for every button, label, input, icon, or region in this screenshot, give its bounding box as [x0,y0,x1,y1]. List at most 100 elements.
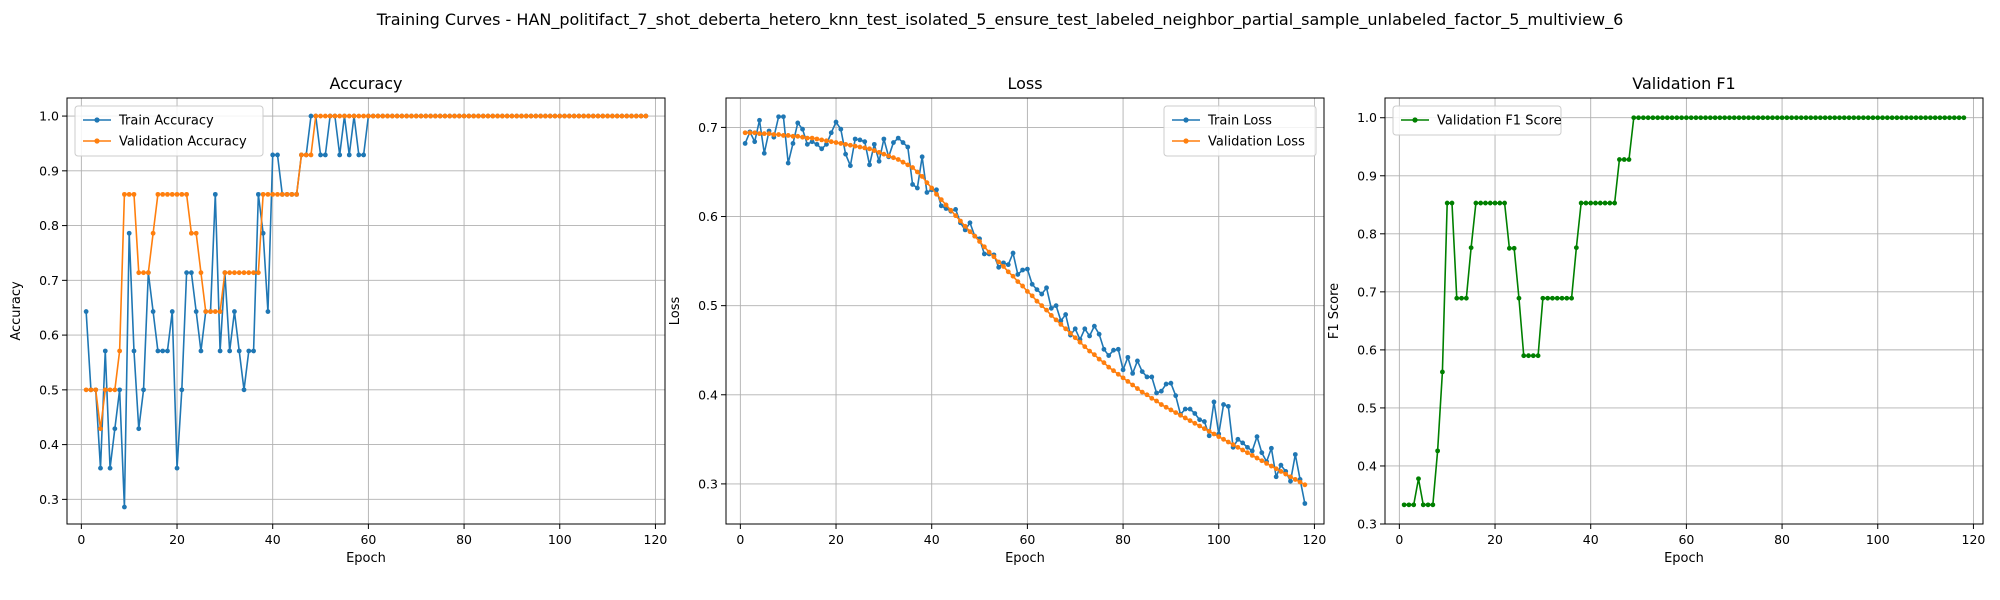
data-point [919,174,925,179]
data-point [236,348,242,354]
data-point [1024,266,1030,272]
data-point [313,113,319,119]
data-point [571,113,577,119]
legend-label: Validation Accuracy [119,135,247,150]
data-point [1707,115,1713,121]
data-point [1158,402,1164,407]
legend-box [1163,105,1317,157]
data-point [404,113,410,119]
data-point [1106,364,1112,370]
data-point [1135,386,1140,391]
data-point [504,113,510,119]
data-point [83,387,89,393]
data-point [1593,200,1598,206]
data-point [337,113,343,119]
data-point [824,138,829,144]
data-point [246,270,252,276]
data-point [1655,115,1661,121]
data-point [1063,312,1069,317]
data-point [117,387,123,393]
data-point [1808,115,1814,121]
y-tick-label: 0.4 [698,387,718,402]
data-point [819,146,825,152]
data-point [1178,412,1183,418]
data-point [193,230,199,236]
y-tick-label: 0.6 [1357,342,1377,357]
data-point [198,270,204,276]
data-point [1182,406,1188,412]
x-tick-label: 20 [828,532,844,547]
data-point [1961,115,1967,121]
data-point [790,133,796,139]
data-point [838,126,844,132]
data-point [1029,281,1035,287]
data-point [1144,374,1150,380]
y-tick-label: 0.9 [1357,168,1377,183]
data-point [742,130,748,136]
data-point [1292,477,1298,482]
data-point [509,113,515,119]
data-point [1923,115,1928,121]
data-point [1621,157,1627,162]
data-point [1273,474,1279,480]
data-point [1660,115,1665,121]
data-point [232,270,237,276]
legend-item: Validation Accuracy [83,135,247,150]
data-point [217,348,223,354]
data-point [1182,415,1188,421]
data-point [1235,436,1241,442]
data-point [1288,478,1293,484]
x-tick-label: 0 [77,532,85,547]
data-point [614,113,620,119]
data-point [886,153,892,159]
data-point [1015,279,1021,284]
x-tick-label: 0 [736,532,744,547]
x-tick-label: 60 [1678,532,1694,547]
data-point [141,270,146,276]
data-point [1245,450,1250,456]
data-point [145,270,151,276]
data-point [1144,392,1150,398]
data-point [1511,245,1517,251]
data-point [122,191,127,197]
data-point [1115,346,1121,352]
data-point [270,191,276,197]
subplot-1: 0 20 40 60 80 100 120 0.3 0.4 0.5 0.6 0.7 Loss Epoch L… [668,74,1326,566]
data-point [914,185,920,191]
data-point [423,113,429,119]
data-point [1058,321,1064,327]
data-point [1645,115,1651,121]
data-point [418,113,424,119]
data-point [1091,323,1097,329]
data-point [981,251,987,257]
data-point [241,270,247,276]
data-point [1278,462,1284,468]
y-tick-label: 1.0 [1357,110,1377,125]
data-point [413,113,419,119]
data-point [771,132,777,137]
y-tick-label: 0.5 [1357,400,1377,415]
legend-item: Validation F1 Score [1401,114,1562,129]
data-point [766,131,772,137]
data-point [833,119,839,125]
data-point [1278,469,1284,474]
data-point [809,135,815,141]
data-point [1617,157,1622,162]
data-point [828,130,834,136]
data-point [150,309,156,314]
data-point [452,113,457,119]
data-point [351,113,357,119]
legend-item: Validation Loss [1172,135,1305,150]
data-point [891,155,896,161]
data-point [895,157,901,162]
data-point [1125,354,1131,360]
data-point [1841,115,1847,121]
data-point [1865,115,1871,121]
data-point [1440,369,1445,375]
data-point [160,191,166,197]
x-tick-label: 60 [1019,532,1035,547]
data-point [122,504,127,510]
data-point [828,139,834,145]
data-point [1487,200,1493,206]
data-point [375,113,381,119]
